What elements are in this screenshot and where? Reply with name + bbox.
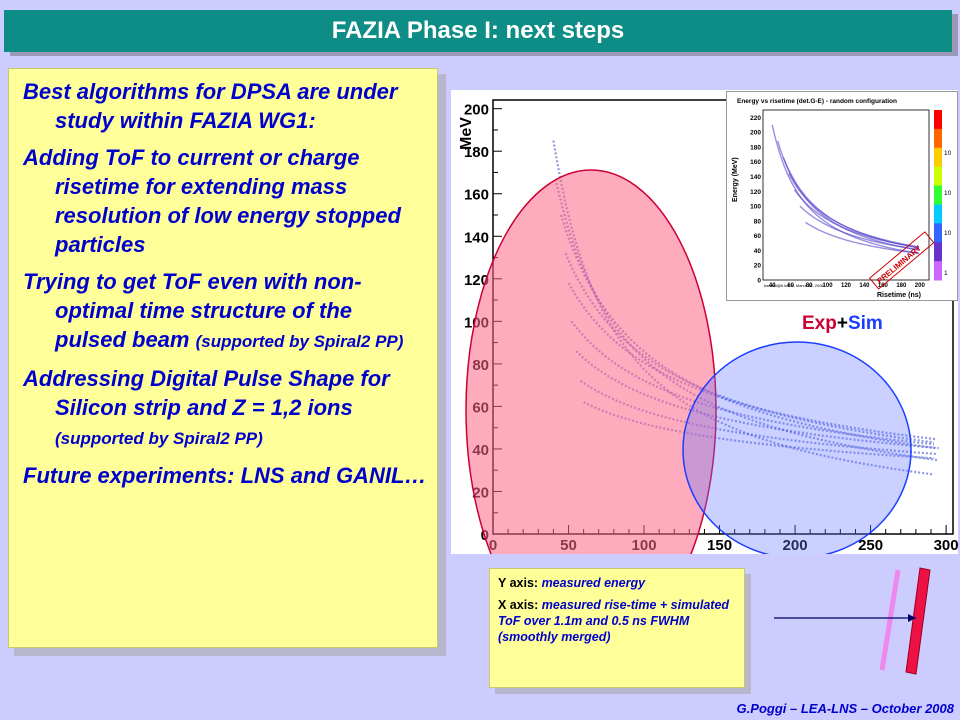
exp-label: Exp bbox=[802, 313, 837, 334]
inset-x-tick: 40 bbox=[769, 283, 776, 289]
bullet-item: Addressing Digital Pulse Shape for Silic… bbox=[23, 364, 427, 453]
color-scale-cell bbox=[934, 128, 942, 149]
inset-x-tick: 100 bbox=[823, 283, 834, 289]
scale-tick: 10 bbox=[944, 230, 952, 237]
inset-y-tick: 40 bbox=[754, 248, 762, 255]
bullet-note: (supported by Spiral2 PP) bbox=[55, 429, 263, 448]
detector-strip-front bbox=[905, 567, 931, 675]
stamp-border bbox=[868, 231, 935, 290]
inset-x-tick: 140 bbox=[859, 283, 870, 289]
inset-y-tick: 100 bbox=[750, 204, 761, 211]
detector-strip-back bbox=[879, 569, 901, 671]
bullet-item: Trying to get ToF even with non-optimal … bbox=[23, 267, 427, 356]
slide-title-text: FAZIA Phase I: next steps bbox=[331, 17, 625, 44]
color-scale-cell bbox=[934, 110, 942, 130]
plus-label: + bbox=[836, 313, 848, 334]
x-axis-caption-label: X axis: bbox=[498, 598, 539, 612]
inset-y-tick: 0 bbox=[757, 278, 761, 285]
bullet-text: Trying to get ToF even with non-optimal … bbox=[23, 269, 362, 352]
inset-x-ticks: 40 60 80 100 120 140 160 180 200 bbox=[769, 283, 926, 289]
inset-x-label: Risetime (ns) bbox=[877, 292, 921, 299]
particle-band bbox=[555, 182, 938, 462]
inset-bands bbox=[771, 124, 920, 255]
footer-credit: G.Poggi – LEA-LNS – October 2008 bbox=[736, 701, 954, 716]
color-scale-cell bbox=[934, 223, 942, 243]
color-scale-cell bbox=[934, 242, 942, 262]
sim-region-ellipse bbox=[682, 341, 912, 554]
inset-plot-svg: Energy vs risetime (det.G-E) - random co… bbox=[732, 98, 952, 299]
y-unit-label: MeV bbox=[458, 117, 475, 150]
y-tick-label: 180 bbox=[464, 144, 489, 161]
scale-tick: 10 bbox=[944, 150, 952, 157]
inset-band bbox=[793, 189, 919, 249]
inset-x-tick: 80 bbox=[806, 283, 813, 289]
color-scale-cell bbox=[934, 261, 942, 281]
inset-y-tick: 220 bbox=[750, 115, 761, 122]
inset-y-tick: 80 bbox=[754, 218, 762, 225]
x-axis-caption-value: measured rise-time + simulated ToF over … bbox=[498, 598, 730, 644]
beam-arrow-head bbox=[908, 614, 916, 622]
inset-y-tick: 200 bbox=[750, 130, 761, 137]
inset-y-tick: 20 bbox=[754, 263, 762, 270]
y-axis-caption-value: measured energy bbox=[541, 576, 646, 590]
x-tick-label: 250 bbox=[858, 537, 883, 554]
axis-caption-box: Y axis: measured energy X axis: measured… bbox=[489, 568, 745, 688]
bullet-text: Future experiments: LNS and GANIL… bbox=[23, 463, 427, 488]
y-axis-caption-label: Y axis: bbox=[498, 576, 539, 590]
inset-color-scale bbox=[934, 110, 942, 281]
bullet-text: Addressing Digital Pulse Shape for Silic… bbox=[23, 366, 390, 420]
bullet-item: Adding ToF to current or charge risetime… bbox=[23, 143, 427, 259]
inset-y-tick: 160 bbox=[750, 159, 761, 166]
inset-band bbox=[799, 205, 919, 251]
inset-footnote: bandini@fi.infn.it, March 28, 2008 bbox=[764, 283, 824, 288]
y-tick-label: 140 bbox=[464, 229, 489, 246]
detector-diagram bbox=[774, 567, 931, 675]
y-tick-label: 200 bbox=[464, 102, 489, 119]
inset-band bbox=[805, 221, 919, 254]
x-axis-caption: X axis: measured rise-time + simulated T… bbox=[498, 597, 736, 645]
bullet-text-box: Best algorithms for DPSA are under study… bbox=[8, 68, 438, 648]
inset-y-tick: 140 bbox=[750, 174, 761, 181]
x-tick-label: 150 bbox=[707, 537, 732, 554]
scale-tick: 1 bbox=[944, 270, 948, 277]
scale-tick: 10 bbox=[944, 190, 952, 197]
inset-scale-ticks: 10 10 10 1 bbox=[944, 150, 952, 277]
bullet-item: Future experiments: LNS and GANIL… bbox=[23, 461, 427, 490]
y-axis-caption: Y axis: measured energy bbox=[498, 575, 736, 591]
x-tick-label: 300 bbox=[934, 537, 958, 554]
inset-title: Energy vs risetime (det.G-E) - random co… bbox=[737, 98, 897, 105]
inset-y-label: Energy (MeV) bbox=[732, 157, 739, 202]
inset-y-ticks: 220 200 180 160 140 120 100 80 60 40 20 … bbox=[750, 115, 761, 285]
inset-y-tick: 180 bbox=[750, 144, 761, 151]
inset-x-tick: 120 bbox=[841, 283, 852, 289]
inset-x-tick: 200 bbox=[915, 283, 926, 289]
inset-x-tick: 60 bbox=[787, 283, 794, 289]
slide-title: FAZIA Phase I: next steps bbox=[4, 10, 952, 52]
inset-band bbox=[788, 173, 920, 248]
particle-band bbox=[583, 401, 935, 460]
bullet-note: (supported by Spiral2 PP) bbox=[195, 332, 404, 351]
y-tick-label: 120 bbox=[464, 272, 489, 289]
color-scale-cell bbox=[934, 204, 942, 224]
bullet-text: Adding ToF to current or charge risetime… bbox=[23, 145, 401, 257]
inset-x-tick: 160 bbox=[878, 283, 889, 289]
inset-x-tick: 180 bbox=[896, 283, 907, 289]
y-tick-label: 160 bbox=[464, 187, 489, 204]
bullet-text: Best algorithms for DPSA are under study… bbox=[23, 79, 398, 133]
sim-label: Sim bbox=[847, 313, 883, 334]
color-scale-cell bbox=[934, 147, 942, 168]
inset-y-tick: 120 bbox=[750, 189, 761, 196]
x-tick-label: 200 bbox=[783, 537, 808, 554]
exp-region-ellipse bbox=[465, 169, 717, 554]
color-scale-cell bbox=[934, 185, 942, 205]
inset-y-tick: 60 bbox=[754, 233, 762, 240]
exp-sim-label: Exp+Sim bbox=[802, 313, 883, 335]
bullet-item: Best algorithms for DPSA are under study… bbox=[23, 77, 427, 135]
color-scale-cell bbox=[934, 166, 942, 187]
simulation-inset-plot: Energy vs risetime (det.G-E) - random co… bbox=[726, 91, 958, 301]
